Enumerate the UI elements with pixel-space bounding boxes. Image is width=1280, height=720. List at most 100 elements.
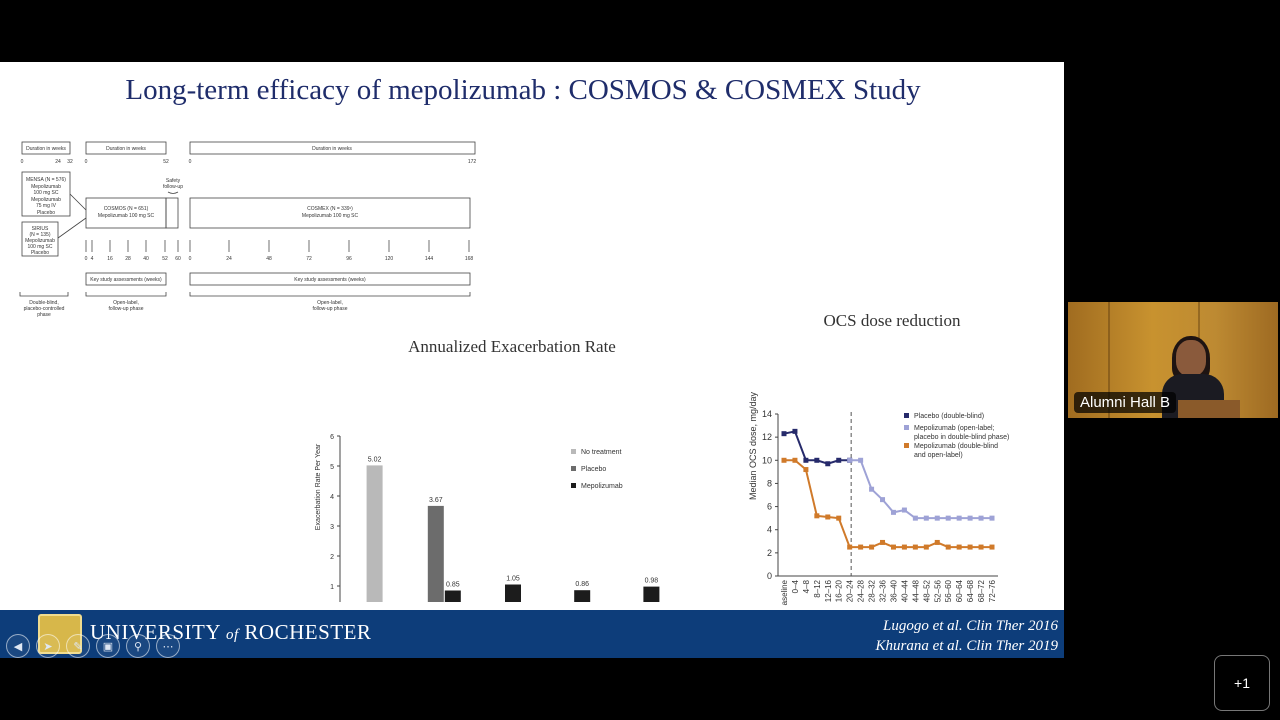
line-legend-swatch xyxy=(904,443,909,448)
line-x-tick-label: 8–12 xyxy=(813,579,822,597)
line-point xyxy=(901,544,907,550)
back-icon[interactable]: ◀ xyxy=(6,634,30,658)
line-series xyxy=(784,459,992,549)
time-0-c: 0 xyxy=(189,159,192,165)
time-0-b: 0 xyxy=(85,159,88,165)
line-x-tick-label: 52–56 xyxy=(933,579,942,602)
presenter-face xyxy=(1176,340,1206,376)
cosmos-label: Mepolizumab 100 mg SC xyxy=(98,213,155,219)
exacerbation-rate-chart: Annualized Exacerbation Rate Exacerbatio… xyxy=(315,337,660,602)
line-point xyxy=(836,515,842,521)
bar-value-label: 3.67 xyxy=(429,497,443,504)
bar xyxy=(427,505,444,602)
podium xyxy=(1178,400,1240,418)
line-x-tick-label: 12–16 xyxy=(824,579,833,602)
line-chart-title: OCS dose reduction xyxy=(824,311,961,330)
line-point xyxy=(956,515,962,521)
bar-value-label: 5.02 xyxy=(368,456,382,463)
sirius-line: Placebo xyxy=(31,250,49,256)
line-x-tick-label: 0–4 xyxy=(791,579,800,593)
mensa-line: Mepolizumab xyxy=(31,184,61,190)
line-x-tick-label: 48–52 xyxy=(922,579,931,602)
safety-label: follow-up xyxy=(163,184,183,190)
pen-icon[interactable]: ✎ xyxy=(66,634,90,658)
line-point xyxy=(934,515,940,521)
line-point xyxy=(814,457,820,463)
bar-legend-label: Mepolizumab xyxy=(581,483,623,490)
timeline-tick-label: 96 xyxy=(346,256,352,262)
bar-value-label: 0.86 xyxy=(575,581,589,588)
line-legend-swatch xyxy=(904,413,909,418)
timeline-tick-label: 0 xyxy=(189,256,192,262)
line-y-tick-label: 14 xyxy=(762,409,772,419)
line-point xyxy=(803,467,809,473)
bar-y-tick-label: 5 xyxy=(330,464,334,471)
line-point xyxy=(901,507,907,513)
bar-chart-title: Annualized Exacerbation Rate xyxy=(408,337,616,356)
line-point xyxy=(803,457,809,463)
line-x-tick-label: 56–60 xyxy=(944,579,953,602)
bar-legend-swatch xyxy=(571,466,576,471)
line-x-tick-label: 68–72 xyxy=(977,579,986,602)
timeline-tick-label: 4 xyxy=(91,256,94,262)
cosmos-label: COSMOS (N = 651) xyxy=(104,206,149,212)
sirius-line: (N = 135) xyxy=(30,232,51,238)
line-legend-swatch xyxy=(904,425,909,430)
bar xyxy=(366,465,383,602)
mensa-line: 75 mg IV xyxy=(36,203,57,209)
line-point xyxy=(956,544,962,550)
mensa-line: Placebo xyxy=(37,210,55,216)
phase-label: Double-blind, xyxy=(29,300,58,306)
line-point xyxy=(792,457,798,463)
wall-panel xyxy=(1108,302,1110,418)
more-options-icon[interactable]: ⋯ xyxy=(156,634,180,658)
bar-value-label: 0.98 xyxy=(645,578,659,585)
bar-legend-swatch xyxy=(571,449,576,454)
line-point xyxy=(923,544,929,550)
line-y-tick-label: 12 xyxy=(762,432,772,442)
line-x-tick-label: 36–40 xyxy=(889,579,898,602)
phase-label: follow-up phase xyxy=(108,306,143,312)
bar xyxy=(643,586,660,602)
bar-y-tick-label: 2 xyxy=(330,554,334,561)
line-x-tick-label: 40–44 xyxy=(900,579,909,602)
line-legend-label: placebo in double-blind phase) xyxy=(914,434,1009,441)
line-x-tick-label: Baseline xyxy=(780,579,789,606)
bar-value-label: 1.05 xyxy=(506,576,520,583)
line-point xyxy=(880,497,886,503)
presentation-slide: Long-term efficacy of mepolizumab : COSM… xyxy=(0,62,1064,658)
university-wordmark: UNIVERSITY of ROCHESTER xyxy=(90,620,371,645)
line-point xyxy=(825,461,831,467)
timeline-tick-label: 168 xyxy=(465,256,474,262)
timeline-tick-label: 24 xyxy=(226,256,232,262)
timeline-tick-label: 16 xyxy=(107,256,113,262)
bar-legend-label: Placebo xyxy=(581,466,606,473)
line-y-tick-label: 10 xyxy=(762,455,772,465)
line-point xyxy=(869,544,875,550)
line-point xyxy=(945,544,951,550)
more-participants-button[interactable]: +1 xyxy=(1214,655,1270,711)
line-y-tick-label: 2 xyxy=(767,548,772,558)
mensa-line: MENSA (N = 576) xyxy=(26,177,66,183)
time-52: 52 xyxy=(163,159,169,165)
timeline-tick-label: 144 xyxy=(425,256,434,262)
slides-icon[interactable]: ▣ xyxy=(96,634,120,658)
references: Lugogo et al. Clin Ther 2016 Khurana et … xyxy=(875,616,1058,656)
line-x-tick-label: 72–76 xyxy=(988,579,997,602)
slideshow-controls: ◀ ➤ ✎ ▣ ⚲ ⋯ xyxy=(6,634,180,658)
bar xyxy=(505,584,521,602)
zoom-icon[interactable]: ⚲ xyxy=(126,634,150,658)
participant-name-label: Alumni Hall B xyxy=(1074,392,1177,413)
duration-label-1: Duration in weeks xyxy=(26,146,66,152)
line-point xyxy=(912,515,918,521)
pointer-icon[interactable]: ➤ xyxy=(36,634,60,658)
timeline-tick-label: 60 xyxy=(175,256,181,262)
line-point xyxy=(858,544,864,550)
line-x-tick-label: 4–8 xyxy=(802,579,811,593)
bar-chart-ylabel: Exacerbation Rate Per Year xyxy=(315,443,322,530)
line-x-tick-label: 64–68 xyxy=(966,579,975,602)
bar-y-tick-label: 3 xyxy=(330,524,334,531)
line-point xyxy=(945,515,951,521)
time-0-a: 0 xyxy=(21,159,24,165)
line-legend-label: Placebo (double-blind) xyxy=(914,413,984,420)
